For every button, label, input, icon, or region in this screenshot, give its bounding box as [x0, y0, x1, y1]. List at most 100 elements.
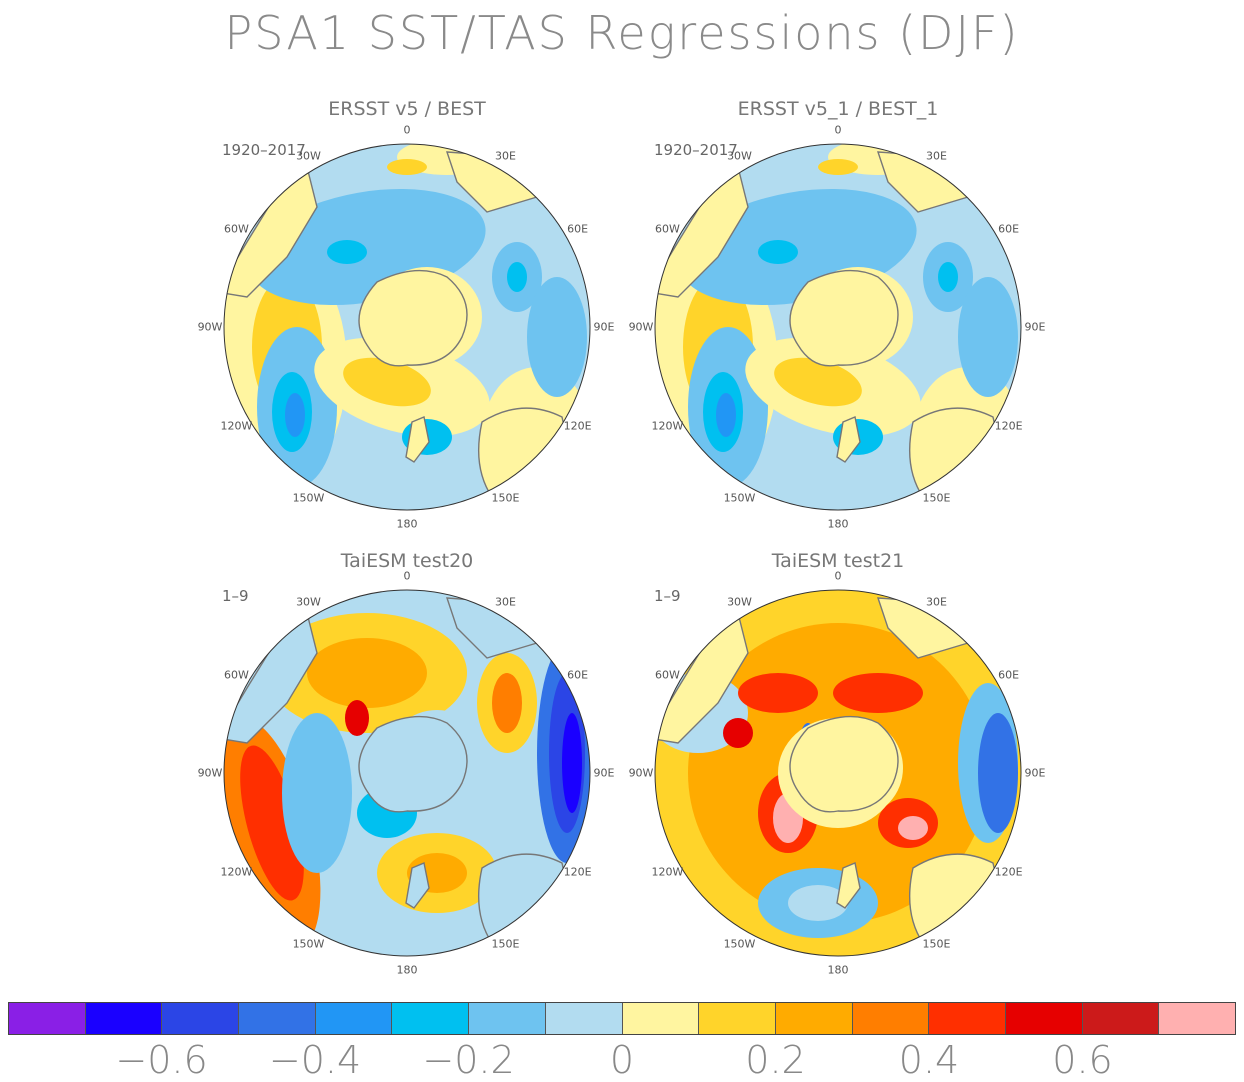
period-label-ersst-best-1: 1920–2017: [654, 141, 738, 159]
main-title: PSA1 SST/TAS Regressions (DJF): [224, 6, 1020, 60]
colorbar-swatch: [622, 1003, 700, 1034]
longitude-label: 90E: [1024, 320, 1046, 334]
colorbar-swatch: [1159, 1003, 1235, 1034]
longitude-label: 180: [827, 963, 849, 977]
longitude-label: 90E: [1024, 766, 1046, 780]
longitude-label: 90W: [197, 766, 223, 780]
contour-region: [527, 277, 587, 397]
contour-region: [327, 240, 367, 264]
contour-region: [723, 718, 753, 748]
colorbar-tick-label: 0: [609, 1038, 635, 1082]
land-antarctica: [358, 715, 468, 813]
colorbar-swatch: [1005, 1003, 1083, 1034]
colorbar-tick-label: 0.2: [745, 1038, 806, 1082]
panel-title-test21: TaiESM test21: [771, 550, 905, 572]
contour-region: [898, 816, 928, 840]
longitude-label: 90E: [593, 320, 615, 334]
longitude-label: 150E: [491, 937, 520, 951]
contour-region: [307, 638, 427, 708]
longitude-label: 0: [403, 123, 411, 137]
map-border: [654, 143, 1022, 511]
contour-region: [716, 393, 736, 437]
colorbar-tick-label: 0.6: [1052, 1038, 1113, 1082]
longitude-label: 30E: [495, 595, 516, 609]
colorbar-swatch: [1082, 1003, 1160, 1034]
colorbar-swatch: [929, 1003, 1006, 1034]
contour-region: [738, 673, 818, 713]
longitude-label: 0: [834, 569, 842, 583]
contour-region: [833, 673, 923, 713]
longitude-label: 90W: [628, 320, 654, 334]
period-label-test20: 1–9: [222, 587, 249, 605]
panel-title-test20: TaiESM test20: [340, 550, 474, 572]
longitude-label: 150E: [922, 491, 951, 505]
longitude-label: 120W: [220, 419, 253, 432]
land-new-zealand: [405, 862, 430, 909]
polar-map-ersst-best-1: [654, 143, 1022, 511]
longitude-label: 60E: [998, 222, 1020, 235]
polar-map-test20: [223, 589, 591, 957]
land-antarctica: [789, 715, 899, 813]
longitude-label: 30W: [296, 595, 321, 609]
colorbar-swatch: [699, 1003, 776, 1034]
longitude-label: 60W: [223, 668, 249, 681]
longitude-label: 60W: [654, 222, 680, 235]
longitude-label: 90W: [197, 320, 223, 334]
contour-region: [282, 713, 352, 873]
longitude-label: 30W: [296, 149, 321, 163]
longitude-label: 60W: [654, 668, 680, 681]
contour-region: [938, 262, 958, 292]
longitude-label: 60W: [223, 222, 249, 235]
land-south-america: [655, 611, 749, 744]
land-south-america: [224, 165, 318, 298]
land-antarctica: [789, 269, 899, 367]
longitude-label: 150W: [292, 491, 325, 505]
longitude-label: 30W: [727, 595, 752, 609]
longitude-label: 30E: [495, 149, 516, 163]
longitude-label: 150E: [491, 491, 520, 505]
contour-region: [958, 277, 1018, 397]
colorbar-swatch: [545, 1003, 623, 1034]
longitude-label: 30W: [727, 149, 752, 163]
longitude-label: 30E: [926, 149, 947, 163]
colorbar-swatch: [315, 1003, 393, 1034]
land-new-zealand: [836, 416, 861, 463]
map-border: [654, 589, 1022, 957]
contour-region: [345, 700, 369, 736]
longitude-label: 150W: [723, 937, 756, 951]
polar-map-test21: [654, 589, 1022, 957]
land-antarctica: [358, 269, 468, 367]
longitude-label: 120E: [994, 865, 1023, 878]
map-border: [223, 589, 591, 957]
longitude-label: 120E: [563, 419, 592, 432]
longitude-label: 120W: [220, 865, 253, 878]
longitude-label: 30E: [926, 595, 947, 609]
contour-region: [240, 745, 304, 901]
longitude-label: 180: [827, 517, 849, 531]
colorbar-tick-label: 0.4: [898, 1038, 960, 1082]
longitude-label: 150W: [723, 491, 756, 505]
period-label-test21: 1–9: [654, 587, 681, 605]
contour-region: [818, 159, 858, 175]
colorbar-tick-label: −0.6: [115, 1038, 208, 1082]
period-label-ersst-best: 1920–2017: [222, 141, 306, 159]
longitude-label: 0: [834, 123, 842, 137]
longitude-label: 60E: [567, 222, 589, 235]
contour-region: [343, 357, 431, 407]
longitude-label: 180: [396, 517, 418, 531]
land-south-america: [224, 611, 318, 744]
land-south-america: [655, 165, 749, 298]
colorbar-swatch: [392, 1003, 470, 1034]
polar-map-ersst-best: [223, 143, 591, 511]
colorbar-swatch: [85, 1003, 163, 1034]
colorbar-swatch: [775, 1003, 853, 1034]
map-border: [223, 143, 591, 511]
colorbar-swatch: [162, 1003, 240, 1034]
contour-region: [285, 393, 305, 437]
colorbar-swatch: [469, 1003, 546, 1034]
longitude-label: 90E: [593, 766, 615, 780]
longitude-label: 120W: [651, 419, 684, 432]
colorbar-swatch: [852, 1003, 930, 1034]
panel-title-ersst-best-1: ERSST v5_1 / BEST_1: [737, 98, 939, 120]
contour-region: [492, 673, 522, 733]
